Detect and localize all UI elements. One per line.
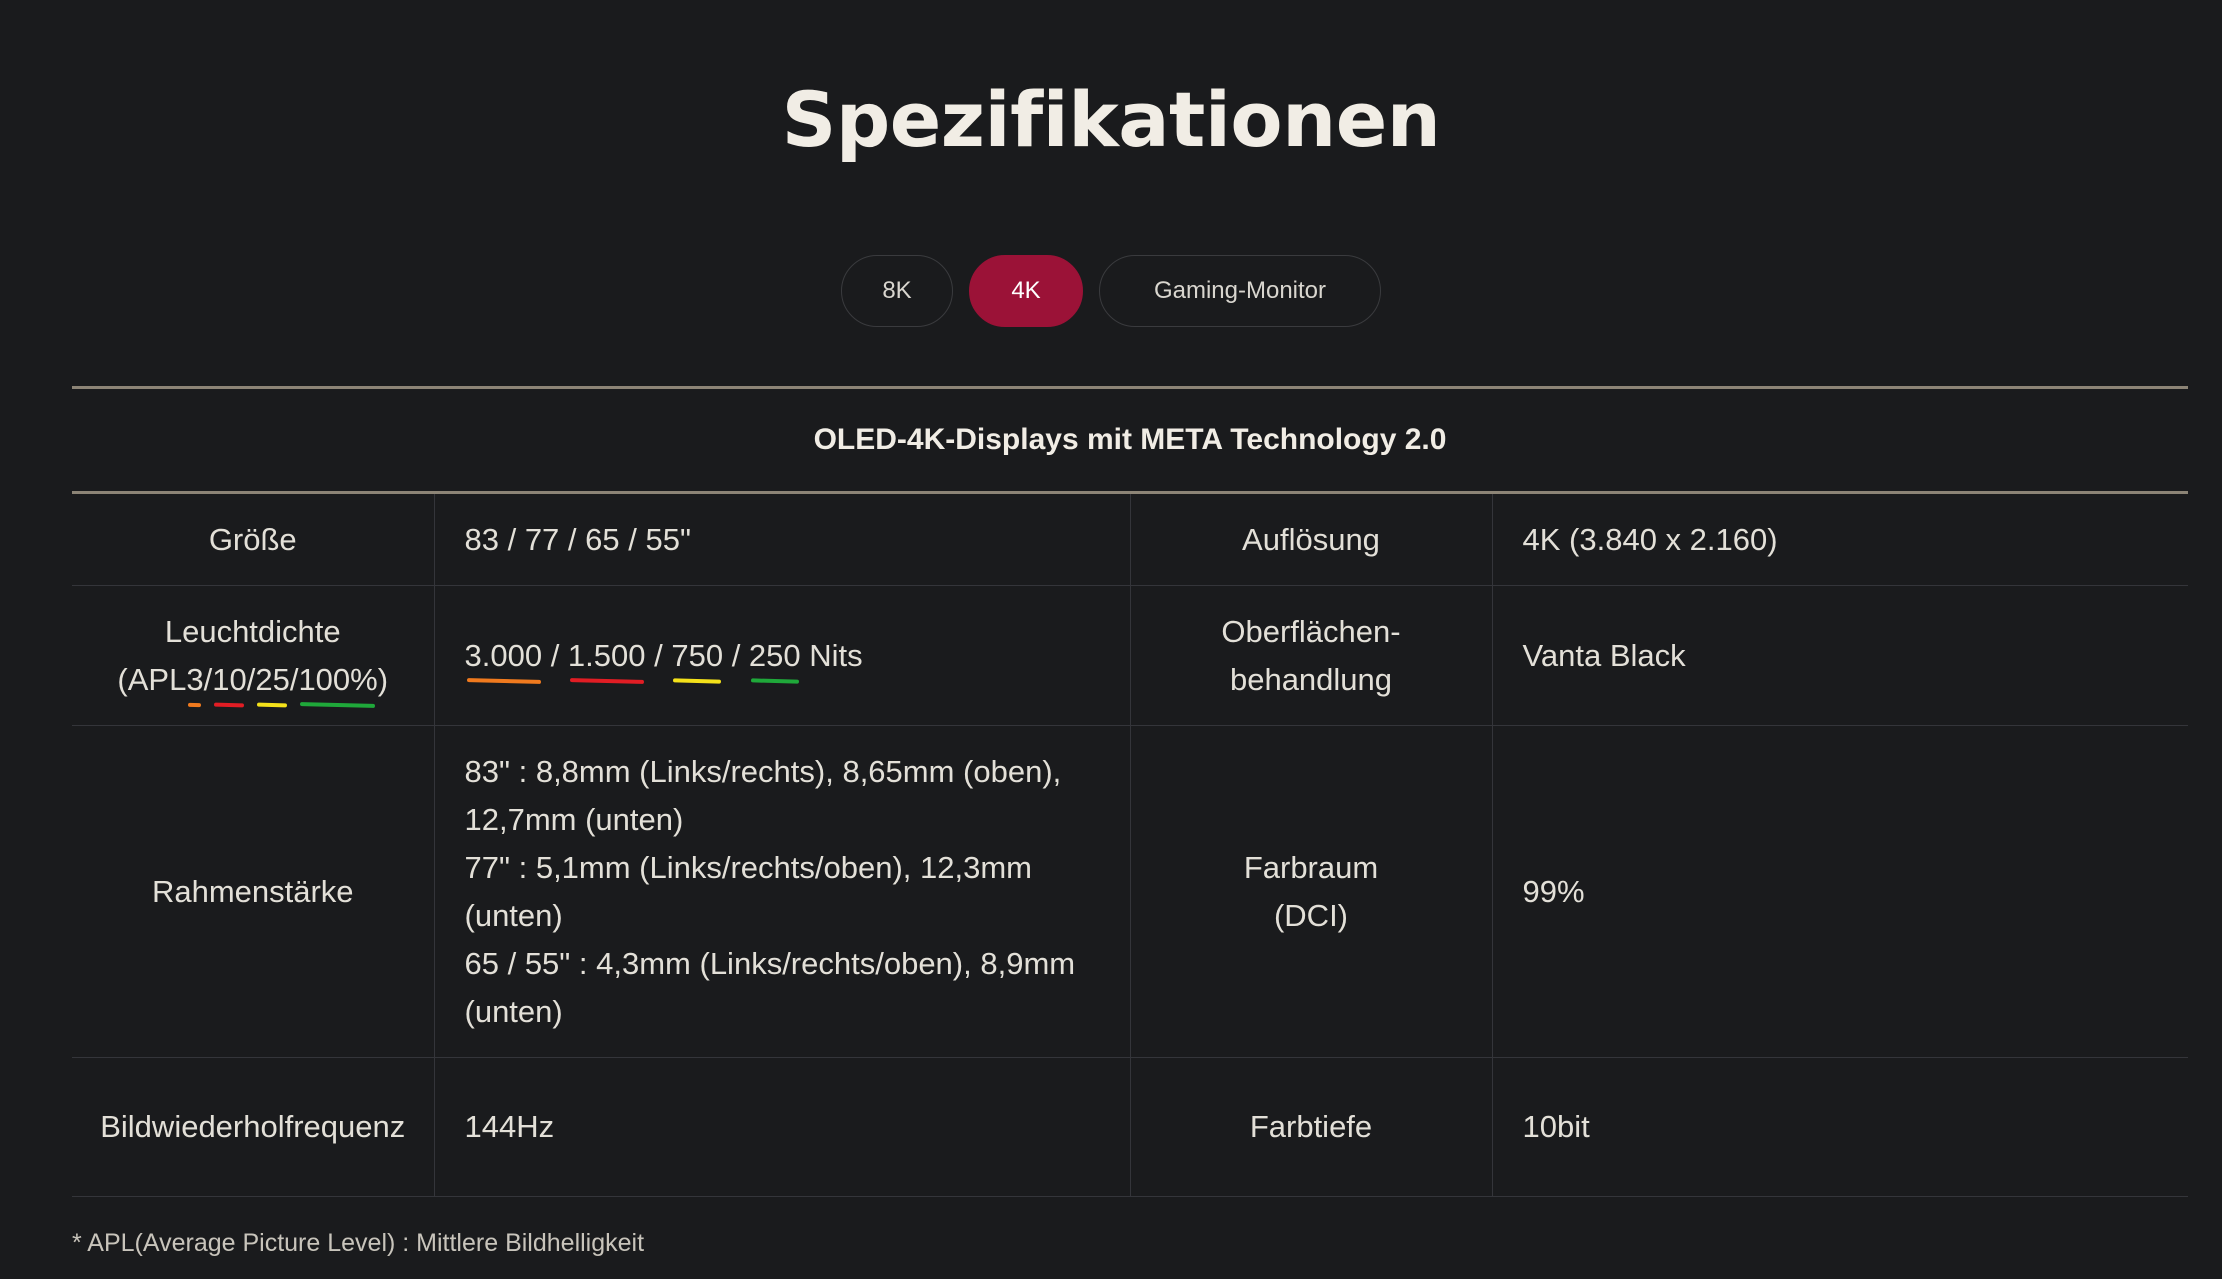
size-value: 83 / 77 / 65 / 55" — [433, 492, 1130, 586]
refresh-rate-value: 144Hz — [433, 1057, 1130, 1197]
tab-8k[interactable]: 8K — [841, 255, 953, 327]
nits-750: 750 — [671, 632, 723, 680]
luminance-label-apl: (APL3/10/25/100%) — [92, 656, 414, 704]
table-row: Rahmenstärke 83" : 8,8mm (Links/rechts),… — [72, 725, 2188, 1058]
color-depth-label: Farbtiefe — [1129, 1057, 1492, 1197]
tab-4k[interactable]: 4K — [969, 255, 1083, 327]
apl-10: 10 — [212, 656, 246, 704]
apl-100: 100% — [298, 656, 377, 704]
color-space-label: Farbraum (DCI) — [1129, 725, 1492, 1058]
tab-gaming-monitor[interactable]: Gaming-Monitor — [1099, 255, 1381, 327]
apl-3: 3 — [186, 656, 203, 704]
nits-250: 250 — [749, 632, 801, 680]
resolution-label: Auflösung — [1129, 492, 1492, 586]
apl-prefix: (APL — [117, 661, 187, 697]
bezel-line-77: 77" : 5,1mm (Links/rechts/oben), 12,3mm … — [464, 849, 1033, 933]
table-row: Leuchtdichte (APL3/10/25/100%) 3.000 / 1… — [72, 585, 2188, 726]
color-space-value: 99% — [1491, 725, 2188, 1058]
table-row: Bildwiederholfrequenz 144Hz Farbtiefe 10… — [72, 1057, 2188, 1197]
table-row: Größe 83 / 77 / 65 / 55" Auflösung 4K (3… — [72, 492, 2188, 586]
nits-unit: Nits — [809, 637, 863, 673]
color-space-label-line1: Farbraum — [1243, 849, 1379, 885]
table-caption: OLED-4K-Displays mit META Technology 2.0 — [72, 386, 2188, 494]
surface-value: Vanta Black — [1491, 585, 2188, 726]
color-space-label-line2: (DCI) — [1273, 897, 1349, 933]
apl-footnote: * APL(Average Picture Level) : Mittlere … — [72, 1229, 645, 1257]
nits-3000: 3.000 — [465, 632, 543, 680]
apl-suffix: ) — [377, 661, 389, 697]
surface-label: Oberflächen- behandlung — [1129, 585, 1492, 726]
refresh-rate-label: Bildwiederholfrequenz — [72, 1057, 434, 1197]
luminance-label: Leuchtdichte (APL3/10/25/100%) — [72, 585, 434, 726]
spec-table: OLED-4K-Displays mit META Technology 2.0… — [72, 386, 2188, 1197]
surface-label-line2: behandlung — [1229, 661, 1393, 697]
page-title: Spezifikationen — [781, 75, 1441, 164]
resolution-value: 4K (3.840 x 2.160) — [1491, 492, 2188, 586]
bezel-line-65-55: 65 / 55" : 4,3mm (Links/rechts/oben), 8,… — [464, 945, 1076, 1029]
surface-label-line1: Oberflächen- — [1221, 613, 1401, 649]
color-depth-value: 10bit — [1491, 1057, 2188, 1197]
nits-1500: 1.500 — [568, 632, 646, 680]
apl-25: 25 — [255, 656, 289, 704]
bezel-value: 83" : 8,8mm (Links/rechts), 8,65mm (oben… — [433, 725, 1130, 1058]
luminance-label-line1: Leuchtdichte — [164, 613, 341, 649]
product-tabs: 8K 4K Gaming-Monitor — [0, 255, 2222, 327]
size-label: Größe — [72, 492, 434, 586]
bezel-label: Rahmenstärke — [72, 725, 434, 1058]
luminance-value: 3.000 / 1.500 / 750 / 250 Nits — [433, 585, 1130, 726]
bezel-line-83: 83" : 8,8mm (Links/rechts), 8,65mm (oben… — [464, 753, 1062, 837]
